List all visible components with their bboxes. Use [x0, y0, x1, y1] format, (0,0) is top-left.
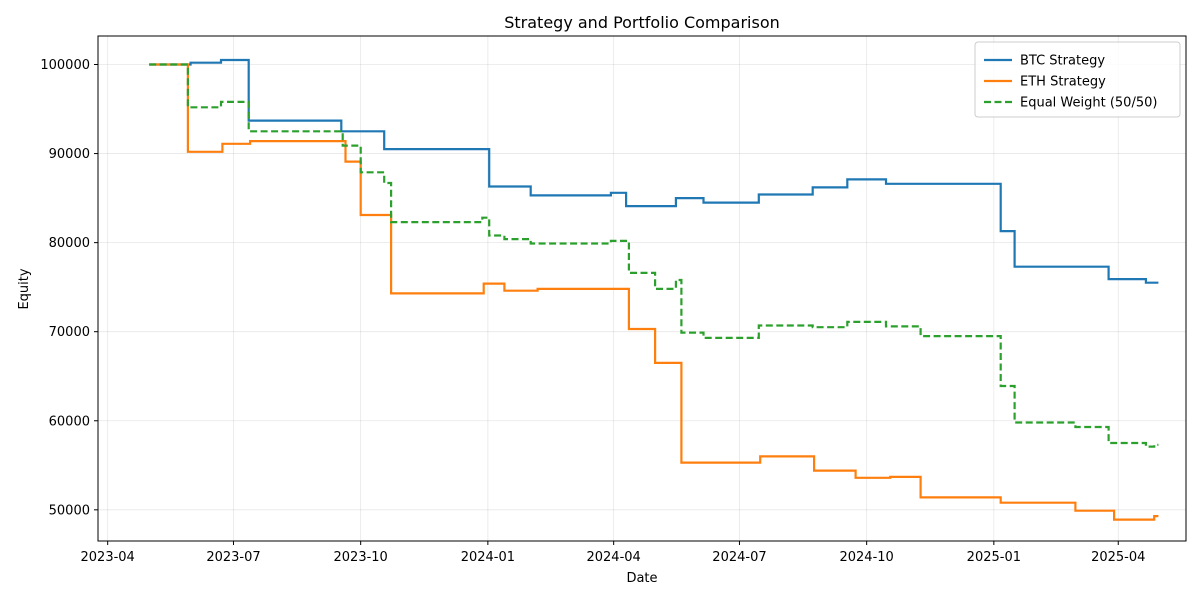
- y-tick-label: 50000: [49, 503, 90, 518]
- series-line-1: [149, 58, 1159, 284]
- legend-box: [974, 41, 1181, 118]
- y-axis-label: Equity: [17, 268, 32, 309]
- series-layer: [149, 58, 1159, 521]
- legend-label: Equal Weight (50/50): [1020, 96, 1157, 111]
- x-tick-label: 2025-01: [967, 550, 1021, 565]
- series-line-3: [149, 63, 1159, 448]
- ticks: 2023-04 2023-07 2023-10 2024-01 2024-04 2024-…: [40, 58, 1145, 565]
- chart-title: Strategy and Portfolio Comparison: [504, 13, 780, 32]
- legend-label: ETH Strategy: [1020, 75, 1106, 90]
- legend-label: BTC Strategy: [1020, 54, 1105, 69]
- x-tick-label: 2025-04: [1091, 550, 1145, 565]
- y-tick-label: 60000: [49, 414, 90, 429]
- y-tick-label: 80000: [49, 236, 90, 251]
- x-tick-label: 2023-10: [334, 550, 388, 565]
- x-tick-label: 2024-01: [461, 550, 515, 565]
- x-tick-label: 2024-04: [586, 550, 640, 565]
- legend: BTC Strategy ETH Strategy Equal Weight (50…: [974, 41, 1181, 118]
- y-tick-label: 100000: [40, 58, 90, 73]
- x-tick-label: 2024-07: [712, 550, 766, 565]
- y-tick-label: 70000: [49, 325, 90, 340]
- plot-frame: [97, 35, 1187, 542]
- y-tick-label: 90000: [49, 147, 90, 162]
- x-axis-label: Date: [626, 571, 657, 586]
- x-tick-label: 2023-04: [81, 550, 135, 565]
- x-tick-label: 2024-10: [839, 550, 893, 565]
- grid: [98, 36, 1186, 541]
- x-tick-label: 2023-07: [206, 550, 260, 565]
